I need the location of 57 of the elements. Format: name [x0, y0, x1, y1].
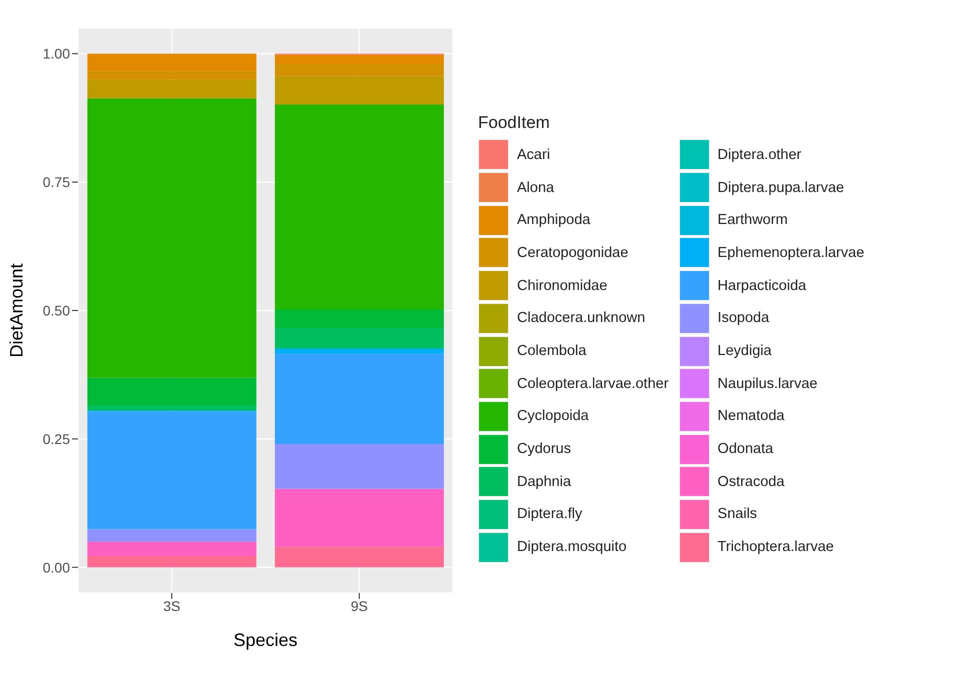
bar [87, 542, 256, 556]
bar [274, 309, 444, 328]
legend-label: Diptera.pupa.larvae [718, 180, 844, 196]
y-tick-label: 1.00 [42, 46, 70, 62]
legend-label: Odonata [718, 441, 774, 458]
legend-title: FoodItem [478, 112, 551, 133]
legend-label: Earthworm [718, 212, 788, 228]
x-tick-label: 9S [350, 598, 368, 614]
legend-label: Ostracoda [718, 474, 784, 490]
legend-label: Colembola [517, 343, 586, 359]
legend-label: Isopoda [718, 310, 770, 326]
x-tick-label: 3S [163, 598, 180, 614]
legend-label: Cydorus [517, 441, 571, 458]
legend-label: Leydigia [718, 343, 772, 359]
y-axis-title: DietAmount [6, 263, 26, 358]
bar [274, 444, 444, 489]
bar [274, 64, 444, 76]
bar [87, 529, 256, 542]
bar [274, 348, 444, 354]
legend-label: Daphnia [517, 474, 572, 490]
y-tick-label: 0.00 [42, 559, 70, 576]
legend-label: Chironomidae [517, 278, 608, 294]
y-tick-label: 0.25 [42, 430, 70, 447]
bar [274, 354, 444, 444]
bar [87, 54, 256, 72]
legend-label: Harpacticoida [718, 278, 806, 294]
legend-label: Coleoptera.larvae.other [517, 376, 669, 392]
bar [274, 546, 444, 568]
bar [87, 80, 256, 98]
legend-label: Alona [517, 180, 554, 196]
legend-label: Trichoptera.larvae [718, 539, 834, 556]
legend-label: Nematoda [718, 408, 784, 424]
legend-label: Diptera.fly [517, 506, 582, 522]
y-tick-label: 0.75 [42, 174, 70, 190]
legend-label: Cyclopoida [517, 408, 589, 424]
bar [274, 54, 444, 64]
bar [274, 328, 444, 349]
y-tick-label: 0.50 [42, 302, 70, 318]
bar [274, 488, 444, 547]
legend-label: Amphipoda [517, 212, 590, 228]
bar [87, 406, 256, 411]
legend-label: Naupilus.larvae [718, 376, 818, 392]
bar [87, 556, 256, 568]
bar [274, 104, 444, 310]
legend-label: Ceratopogonidae [517, 244, 628, 261]
x-axis-title: Species [233, 630, 298, 650]
legend-label: Snails [718, 506, 758, 522]
bar [87, 98, 256, 378]
legend-label: Diptera.mosquito [517, 539, 627, 556]
legend-label: Acari [517, 146, 550, 163]
bar [87, 378, 256, 406]
bar [87, 71, 256, 80]
legend-label: Cladocera.unknown [517, 310, 646, 326]
legend-label: Diptera.other [718, 146, 802, 163]
bar [87, 412, 256, 530]
bar [274, 76, 444, 105]
legend-label: Ephemenoptera.larvae [718, 244, 864, 261]
